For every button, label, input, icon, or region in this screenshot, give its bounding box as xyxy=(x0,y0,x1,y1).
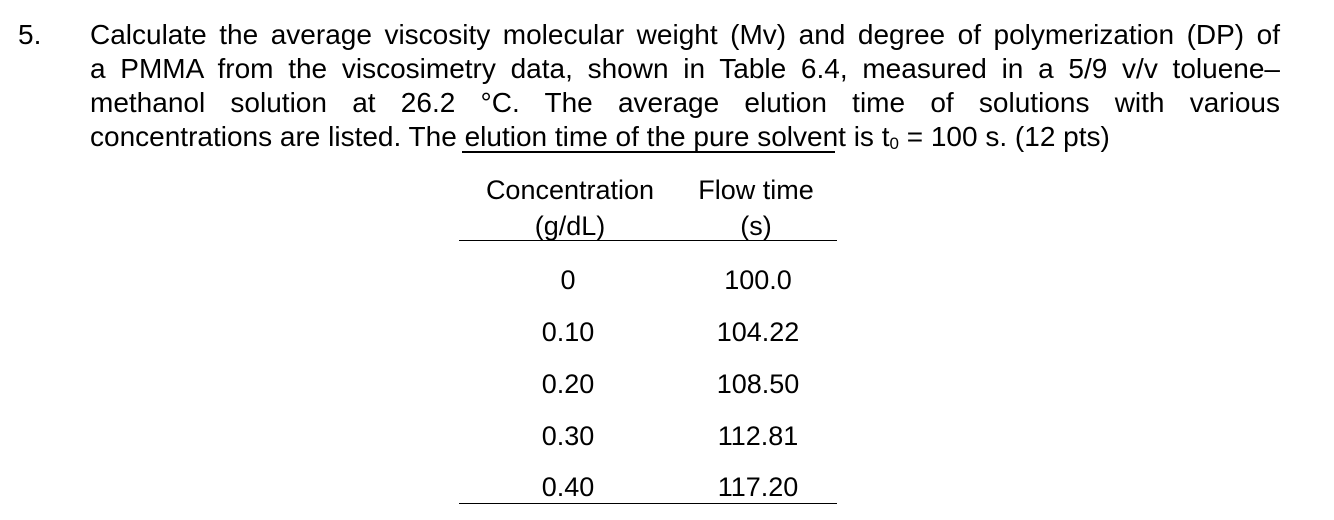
table-cell-concentration: 0 xyxy=(560,265,576,295)
question-line-4-tail: = 100 s. (12 pts) xyxy=(898,121,1110,152)
question-line-3: methanol solution at 26.2 °C. The averag… xyxy=(90,87,1280,118)
text-underline xyxy=(462,151,835,153)
table-cell-concentration: 0.40 xyxy=(541,472,595,502)
question-number: 5. xyxy=(18,19,42,50)
table-cell-concentration: 0.30 xyxy=(541,421,595,451)
question-line-1: Calculate the average viscosity molecula… xyxy=(90,19,1280,50)
table-header-rule xyxy=(459,240,837,241)
t0-subscript: 0 xyxy=(889,134,899,153)
header-concentration-unit: (g/dL) xyxy=(534,211,606,241)
header-concentration: Concentration xyxy=(485,175,655,205)
table-cell-flow-time: 112.81 xyxy=(717,421,799,451)
table-cell-concentration: 0.10 xyxy=(541,317,595,347)
table-bottom-rule xyxy=(459,503,837,504)
question-text: Calculate the average viscosity molecula… xyxy=(90,18,1280,161)
header-flow-time: Flow time xyxy=(698,175,814,205)
question-line-4-main: concentrations are listed. The elution t… xyxy=(90,121,890,152)
question-line-4: concentrations are listed. The elution t… xyxy=(90,120,1280,161)
table-cell-flow-time: 117.20 xyxy=(717,472,799,502)
table-cell-flow-time: 100.0 xyxy=(724,265,792,295)
table-cell-concentration: 0.20 xyxy=(541,369,595,399)
question-line-2: a PMMA from the viscosimetry data, shown… xyxy=(90,53,1280,84)
header-flow-time-unit: (s) xyxy=(740,211,772,241)
table-cell-flow-time: 108.50 xyxy=(716,369,800,399)
table-cell-flow-time: 104.22 xyxy=(716,317,800,347)
